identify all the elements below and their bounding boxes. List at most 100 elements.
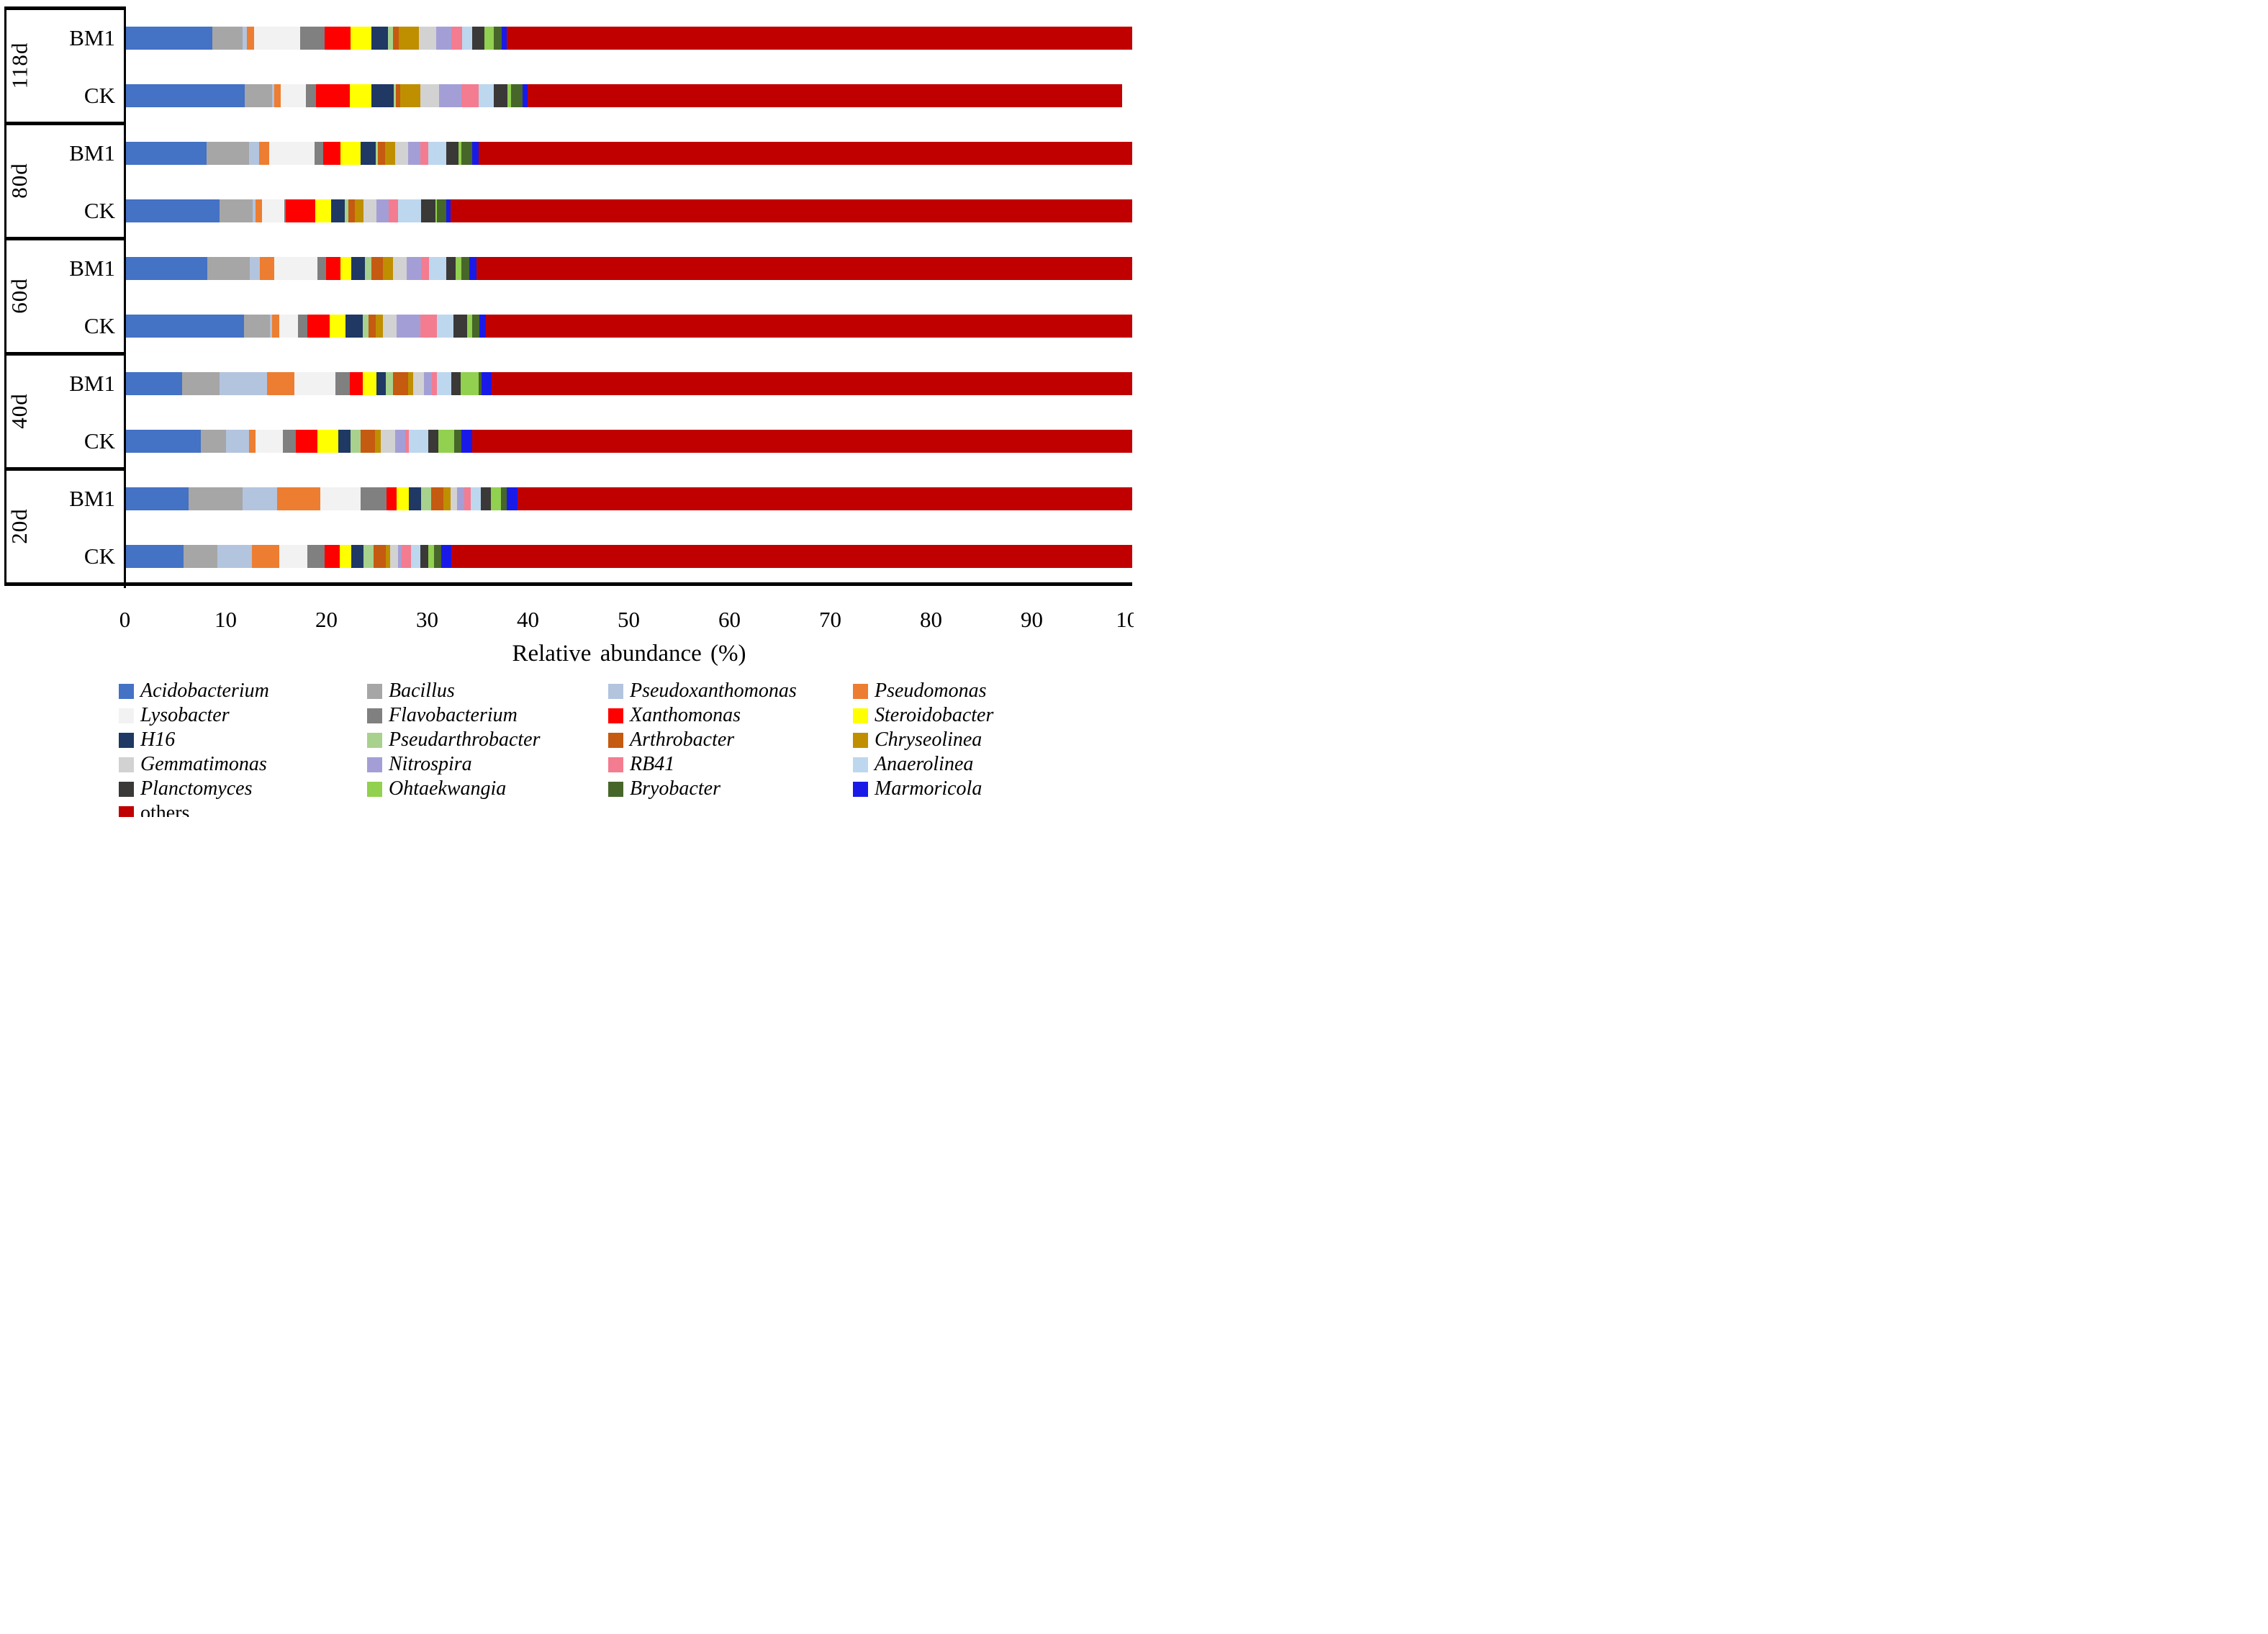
segment-Anaerolinea [409, 430, 428, 453]
segment-Ohtaekwangia [507, 84, 511, 107]
segment-Lysobacter [274, 257, 317, 280]
legend-item-Gemmatimonas: Gemmatimonas [119, 753, 267, 775]
segment-Pseudomonas [246, 27, 254, 50]
segment-Pseudoxanthomonas [243, 27, 247, 50]
segment-Bryobacter [434, 545, 441, 568]
segment-others [485, 315, 1133, 338]
segment-Lysobacter [261, 199, 284, 222]
legend-label: Gemmatimonas [140, 753, 267, 775]
segment-others [472, 430, 1133, 453]
segment-Nitrospira [457, 487, 465, 510]
segment-Lysobacter [256, 430, 284, 453]
legend-label: H16 [140, 728, 176, 751]
legend-item-Xanthomonas: Xanthomonas [608, 704, 741, 726]
legend-swatch-Flavobacterium [367, 708, 382, 723]
segment-Chryseolinea [376, 315, 383, 338]
segment-Gemmatimonas [389, 545, 398, 568]
segment-Anaerolinea [397, 199, 421, 222]
segment-others [528, 84, 1123, 107]
segment-Bacillus [212, 27, 243, 50]
segment-Flavobacterium [306, 84, 317, 107]
segment-RB41 [421, 257, 430, 280]
legend-swatch-RB41 [608, 757, 623, 772]
segment-Arthrobacter [392, 372, 408, 395]
legend-label: others [140, 802, 190, 817]
segment-Bacillus [245, 84, 272, 107]
legend-label: Chryseolinea [875, 728, 982, 751]
legend-swatch-Bryobacter [608, 781, 623, 797]
segment-Planctomyces [428, 430, 438, 453]
segment-Nitrospira [376, 199, 389, 222]
bar-60d-CK [125, 315, 1133, 338]
frame-line [4, 582, 1132, 586]
legend-item-Nitrospira: Nitrospira [367, 753, 472, 775]
segment-others [478, 142, 1133, 165]
segment-Marmoricola [446, 199, 451, 222]
segment-Arthrobacter [371, 257, 383, 280]
segment-RB41 [405, 430, 410, 453]
segment-Bacillus [200, 430, 226, 453]
segment-Marmoricola [507, 487, 518, 510]
x-tick-label-100: 100 [1116, 607, 1134, 632]
segment-others [507, 27, 1133, 50]
segment-Bacillus [243, 315, 271, 338]
legend-swatch-Marmoricola [853, 781, 868, 797]
segment-Marmoricola [441, 545, 451, 568]
legend-swatch-Pseudomonas [853, 683, 868, 699]
day-label-80d: 80d [6, 163, 32, 199]
segment-others [451, 545, 1133, 568]
segment-Pseudoxanthomonas [253, 199, 256, 222]
segment-Acidobacterium [125, 84, 245, 107]
segment-Acidobacterium [125, 257, 208, 280]
segment-Xanthomonas [296, 430, 317, 453]
x-tick-label-40: 40 [517, 607, 539, 632]
segment-Bryobacter [510, 84, 523, 107]
legend-swatch-Ohtaekwangia [367, 781, 382, 797]
segment-Pseudoxanthomonas [217, 545, 252, 568]
segment-Steroidobacter [317, 430, 339, 453]
legend-label: Pseudoxanthomonas [630, 680, 797, 702]
segment-Pseudomonas [276, 487, 321, 510]
segment-Planctomyces [472, 27, 485, 50]
segment-Ohtaekwangia [460, 372, 479, 395]
bar-118d-CK [125, 84, 1123, 107]
segment-H16 [345, 315, 363, 338]
frame-line [4, 236, 126, 240]
segment-H16 [409, 487, 422, 510]
segment-Acidobacterium [125, 142, 207, 165]
segment-Nitrospira [397, 545, 402, 568]
segment-Lysobacter [279, 315, 299, 338]
segment-Flavobacterium [298, 315, 307, 338]
legend-item-Marmoricola: Marmoricola [853, 777, 982, 800]
segment-Planctomyces [451, 372, 461, 395]
segment-Lysobacter [294, 372, 336, 395]
treatment-label-80d-BM1: BM1 [69, 140, 115, 166]
segment-Bacillus [220, 199, 253, 222]
segment-Nitrospira [407, 257, 422, 280]
frame-line [124, 6, 126, 588]
x-tick-label-50: 50 [618, 607, 640, 632]
legend-item-Acidobacterium: Acidobacterium [119, 680, 269, 702]
segment-H16 [351, 545, 364, 568]
segment-Nitrospira [397, 315, 420, 338]
treatment-label-118d-BM1: BM1 [69, 25, 115, 50]
segment-RB41 [464, 487, 471, 510]
legend-label: Planctomyces [140, 777, 253, 800]
segment-Bryobacter [472, 315, 480, 338]
bar-118d-BM1 [125, 27, 1133, 50]
segment-Xanthomonas [307, 315, 330, 338]
segment-Pseudarthrobacter [351, 430, 361, 453]
segment-Chryseolinea [382, 257, 393, 280]
segment-H16 [361, 142, 376, 165]
segment-Bryobacter [478, 372, 482, 395]
segment-Pseudoxanthomonas [270, 315, 272, 338]
legend-label: Lysobacter [140, 704, 230, 726]
segment-Ohtaekwangia [490, 487, 501, 510]
segment-Pseudoxanthomonas [248, 142, 259, 165]
segment-Steroidobacter [349, 84, 372, 107]
legend-swatch-Xanthomonas [608, 708, 623, 723]
frame-line [4, 121, 126, 125]
segment-Acidobacterium [125, 315, 244, 338]
legend-label: Arthrobacter [630, 728, 735, 751]
segment-Acidobacterium [125, 487, 189, 510]
